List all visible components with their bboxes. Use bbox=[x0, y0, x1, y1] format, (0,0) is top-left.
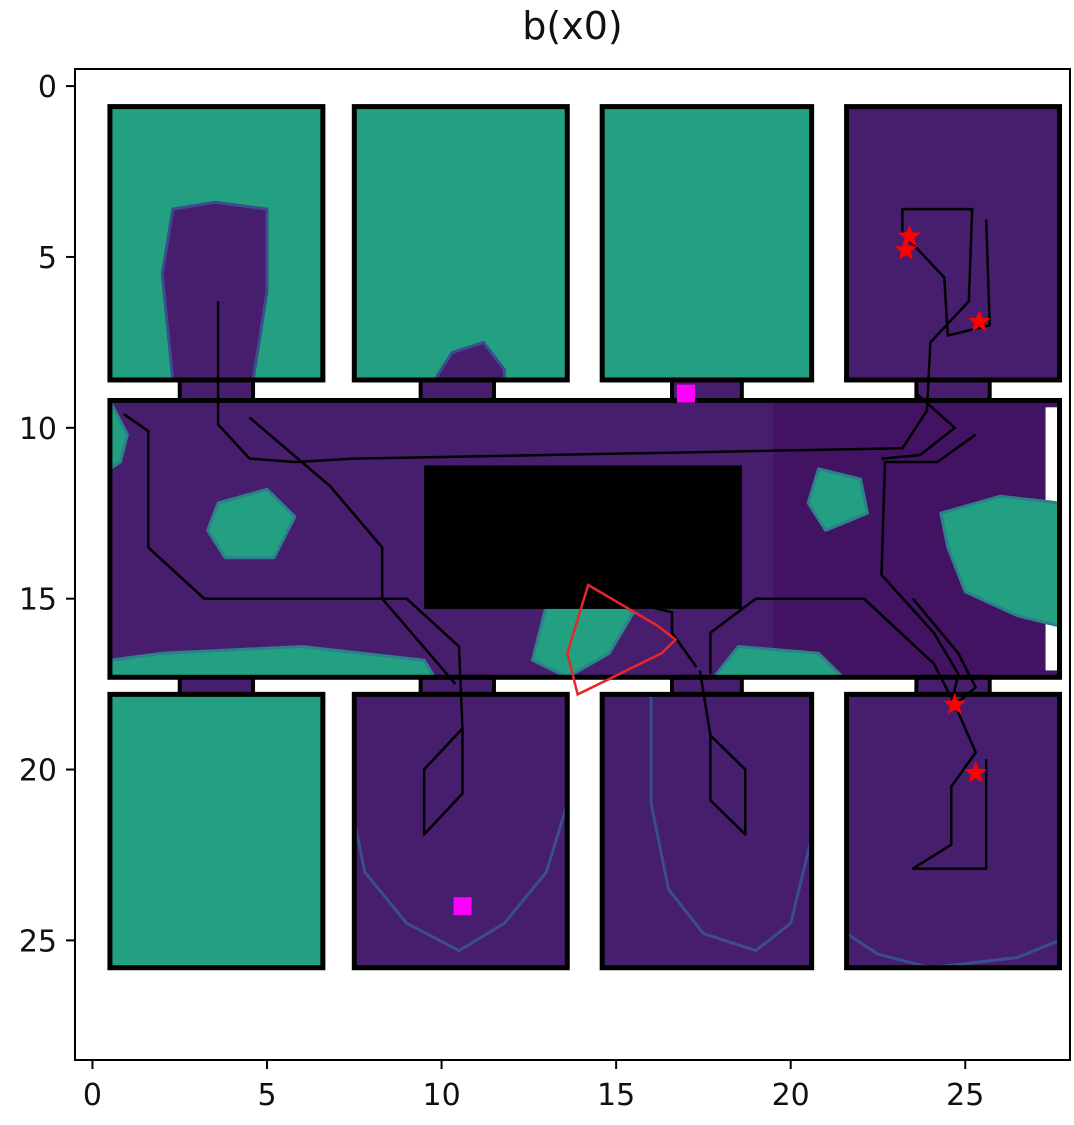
x-tick-label: 20 bbox=[772, 1078, 810, 1113]
room-top-1-wall bbox=[107, 104, 326, 383]
trajectory-line bbox=[709, 597, 953, 699]
goal-marker bbox=[453, 897, 472, 916]
visited-region-4 bbox=[845, 692, 1061, 970]
star-marker bbox=[967, 309, 991, 332]
room-top-3-wall bbox=[599, 104, 815, 383]
room-top-4-fill bbox=[846, 106, 1060, 380]
y-tick-label: 25 bbox=[19, 924, 57, 959]
star-marker bbox=[898, 224, 921, 247]
room-bottom-3-wall bbox=[599, 691, 815, 971]
y-tick-label: 20 bbox=[19, 754, 57, 789]
door-cell bbox=[177, 377, 256, 403]
axes-frame bbox=[74, 68, 1071, 1061]
trajectory-line bbox=[248, 416, 457, 685]
visited-region-0 bbox=[160, 200, 269, 382]
door-cell bbox=[670, 675, 744, 697]
trajectory-line bbox=[698, 670, 747, 836]
y-tick-label: 15 bbox=[19, 583, 57, 618]
door-cell bbox=[418, 377, 496, 403]
trajectory-line bbox=[881, 392, 957, 460]
room-bottom-1-wall bbox=[107, 691, 326, 971]
free-region-2 bbox=[806, 467, 869, 532]
room-bottom-1-fill bbox=[109, 694, 323, 968]
trajectory-line bbox=[123, 413, 464, 836]
room-top-2-fill bbox=[354, 106, 568, 380]
x-tick-label: 15 bbox=[597, 1078, 635, 1113]
x-tick-label: 10 bbox=[422, 1078, 460, 1113]
occluder-block bbox=[424, 465, 742, 609]
room-top-2-wall bbox=[351, 104, 570, 383]
trajectory-line bbox=[880, 433, 977, 705]
door-cell bbox=[418, 675, 496, 697]
y-tick-label: 5 bbox=[38, 241, 57, 276]
hallway-wall bbox=[107, 397, 1063, 680]
room-top-4-wall bbox=[844, 104, 1063, 383]
star-marker bbox=[894, 238, 918, 260]
door-cell bbox=[177, 675, 256, 697]
trajectory-line bbox=[615, 597, 698, 668]
star-marker bbox=[943, 692, 967, 715]
free-region-3 bbox=[939, 494, 1061, 628]
y-tick-label: 0 bbox=[38, 70, 57, 105]
y-tick-label: 10 bbox=[19, 412, 57, 447]
star-marker bbox=[964, 761, 988, 783]
x-tick-label: 5 bbox=[257, 1078, 276, 1113]
room-top-3-fill bbox=[602, 106, 812, 380]
x-tick-label: 25 bbox=[946, 1078, 984, 1113]
x-tick-label: 0 bbox=[83, 1078, 102, 1113]
trajectory-line bbox=[216, 207, 991, 464]
trajectory-line bbox=[911, 597, 988, 870]
chart-title: b(x0) bbox=[522, 4, 623, 48]
fov-wedge bbox=[566, 583, 678, 697]
free-region-0 bbox=[206, 487, 297, 560]
goal-marker bbox=[676, 384, 695, 403]
